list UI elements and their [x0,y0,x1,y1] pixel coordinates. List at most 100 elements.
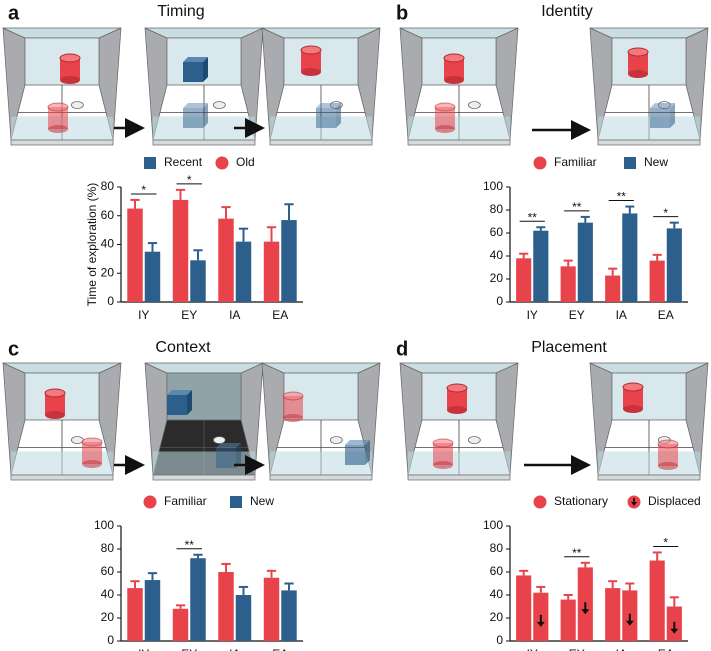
bar [560,266,576,302]
y-tick-label: 80 [490,541,504,555]
cylinder-base [628,70,648,78]
cube-top [316,103,341,108]
bar [127,588,143,641]
bar [649,260,665,302]
significance-label: ** [572,200,582,214]
cylinder-top [59,53,81,63]
bar [649,560,665,641]
y-tick-label: 0 [107,294,114,308]
chart-title: Context [155,339,211,356]
y-axis-label: Time of exploration (%) [85,183,99,307]
y-tick-label: 80 [101,541,115,555]
cylinder-base [283,414,303,422]
cylinder-top [47,102,69,112]
cylinder [444,58,464,80]
y-tick-label: 0 [496,633,503,647]
mouse [212,101,226,109]
cylinder [48,107,68,129]
bar [172,608,189,641]
cylinder [283,396,303,418]
x-tick-label: IY [527,647,538,651]
arena-back-wall [611,37,687,86]
cylinder-base [658,462,678,470]
panel-letter: c [8,338,19,360]
cylinder [623,387,643,409]
bar [605,275,621,302]
x-tick-label: EY [569,308,585,322]
chart-title: Placement [531,339,607,356]
arena-base [269,139,373,146]
arena-base [152,139,256,146]
arena-base [597,139,701,146]
x-tick-label: EY [181,647,197,651]
arena-front [598,116,700,140]
cube-side [203,103,208,128]
cylinder-top [627,47,649,57]
x-tick-label: EA [658,308,674,322]
bar [263,241,280,302]
bar [263,577,280,641]
cube-side [187,390,192,415]
bar [281,220,297,302]
significance-label: * [663,206,668,220]
cylinder-base [45,411,65,419]
legend-marker [215,156,229,170]
arena-front [270,116,372,140]
bar [281,590,297,641]
y-tick-label: 20 [101,265,115,279]
cube-top [183,57,208,62]
cube-top [183,103,208,108]
legend-marker [533,156,547,170]
cylinder [45,393,65,415]
legend-marker [144,157,156,169]
cylinder-top [446,383,468,393]
mouse [467,436,481,444]
significance-label: ** [572,546,582,560]
legend-label: Familiar [554,155,597,169]
legend-label: Displaced [648,494,701,508]
bar [190,558,206,641]
y-tick-label: 0 [107,633,114,647]
cylinder-top [434,102,456,112]
arena-front [153,116,255,140]
mouse [70,101,84,109]
cube-side [236,443,241,468]
cube [316,108,336,128]
bar [560,599,576,641]
mouse [329,436,343,444]
bar [127,208,143,302]
y-tick-label: 100 [94,518,114,532]
cylinder-top [44,388,66,398]
cube [183,62,203,82]
cylinder [435,107,455,129]
cylinder [628,52,648,74]
y-tick-label: 40 [490,587,504,601]
arena-front [408,116,510,140]
y-tick-label: 60 [101,564,115,578]
bar [605,588,621,641]
significance-label: ** [617,190,627,204]
cylinder-base [444,76,464,84]
arrow-icon [536,621,545,627]
significance-label: ** [528,210,538,224]
arrow-icon [670,628,679,634]
y-tick-label: 40 [101,587,115,601]
x-tick-label: IA [616,308,627,322]
arena-front [408,451,510,475]
cylinder-top [282,391,304,401]
cylinder [447,388,467,410]
significance-label: * [663,536,668,550]
arrow-icon [581,609,590,615]
arena-base [152,474,256,481]
cylinder-top [657,439,679,449]
y-tick-label: 60 [101,208,115,222]
y-tick-label: 80 [490,202,504,216]
y-tick-label: 80 [101,179,115,193]
chart-title: Identity [541,3,593,20]
arena-base [269,474,373,481]
y-tick-label: 100 [483,179,503,193]
x-tick-label: IA [229,647,240,651]
y-tick-label: 20 [490,610,504,624]
arena-base [597,474,701,481]
legend-marker [230,496,242,508]
